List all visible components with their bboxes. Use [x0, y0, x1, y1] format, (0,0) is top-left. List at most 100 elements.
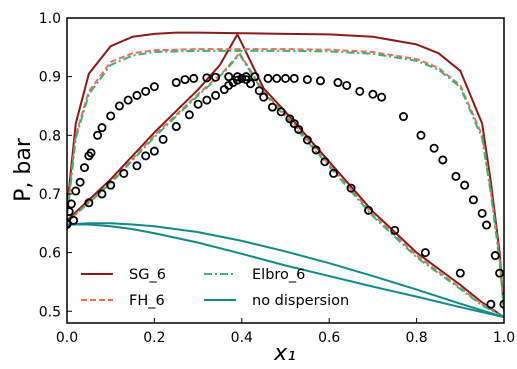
series-line-no-dispersion-0: [67, 222, 504, 319]
data-point: [420, 248, 430, 258]
data-point: [333, 78, 343, 88]
y-axis-ticks: 0.5 0.6 0.7 0.8 0.9 1.0: [39, 11, 72, 320]
data-point: [232, 72, 242, 82]
data-point: [97, 123, 107, 133]
data-point: [468, 195, 478, 205]
data-point: [482, 220, 492, 230]
data-point: [460, 180, 470, 190]
data-point: [320, 157, 330, 167]
data-point: [398, 112, 408, 122]
data-point: [237, 73, 247, 83]
data-point: [180, 75, 190, 85]
y-tick-label: 0.9: [39, 70, 61, 86]
x-tick-label: 0.6: [318, 330, 340, 346]
data-point: [289, 119, 299, 129]
x-tick-label: 0.4: [231, 330, 253, 346]
data-point: [224, 72, 234, 82]
legend-item-fh6: FH_6: [81, 293, 165, 309]
data-point: [232, 75, 242, 85]
series-line-fh-6-0: [67, 48, 504, 312]
legend-item-no-dispersion: no dispersion: [204, 293, 349, 309]
series-line-sg-6-2: [236, 33, 504, 318]
data-point: [486, 299, 496, 309]
data-point: [294, 124, 304, 134]
x-tick-label: 1.0: [493, 330, 515, 346]
data-point: [311, 145, 321, 155]
data-point: [455, 268, 465, 278]
data-point: [315, 76, 325, 86]
data-point: [289, 73, 299, 83]
data-point: [106, 180, 116, 190]
data-point: [429, 143, 439, 153]
data-point: [246, 79, 256, 89]
data-point: [119, 168, 129, 178]
data-point: [79, 163, 89, 173]
data-point: [211, 90, 221, 100]
data-point: [342, 80, 352, 90]
x-tick-label: 0.2: [143, 330, 165, 346]
data-point: [202, 73, 212, 83]
series-line-elbro-6-0: [67, 49, 504, 312]
data-point: [241, 72, 251, 82]
data-point: [490, 251, 500, 261]
data-point: [416, 130, 426, 140]
series-line-sg-6-1: [67, 33, 239, 222]
data-point: [329, 168, 339, 178]
data-point: [86, 148, 96, 158]
data-point: [451, 171, 461, 181]
data-point: [67, 199, 76, 209]
data-point: [132, 161, 142, 171]
data-point: [438, 155, 448, 165]
data-point: [228, 78, 238, 88]
legend-item-elbro6: Elbro_6: [204, 267, 305, 283]
data-point: [259, 92, 269, 102]
data-point: [171, 122, 181, 132]
data-point: [250, 72, 260, 82]
y-tick-label: 0.7: [39, 187, 61, 203]
data-point: [272, 73, 282, 83]
data-point: [189, 73, 199, 83]
experimental-points: [67, 72, 504, 309]
data-point: [93, 130, 103, 140]
data-point: [267, 102, 277, 112]
x-tick-label: 0.8: [405, 330, 427, 346]
data-point: [202, 95, 212, 105]
legend-label-sg6: SG_6: [129, 267, 166, 283]
legend-label-elbro6: Elbro_6: [252, 267, 305, 283]
data-point: [141, 151, 151, 161]
data-point: [477, 208, 487, 218]
data-point: [390, 225, 400, 235]
x-tick-label: 0.0: [56, 330, 78, 346]
data-point: [211, 72, 221, 82]
x-axis-label: x₁: [273, 341, 296, 366]
data-point: [254, 86, 264, 96]
series-line-elbro-6-2: [238, 53, 504, 319]
data-point: [377, 92, 387, 102]
data-point: [263, 73, 273, 83]
data-point: [75, 177, 85, 187]
series-line-sg-6-0: [67, 31, 504, 312]
y-tick-label: 0.5: [39, 304, 61, 320]
legend-item-sg6: SG_6: [81, 267, 166, 283]
data-point: [495, 268, 504, 278]
data-point: [158, 134, 168, 144]
data-point: [276, 107, 286, 117]
data-point: [219, 85, 229, 95]
data-point: [302, 135, 312, 145]
data-point: [141, 86, 151, 96]
data-point: [97, 189, 107, 199]
data-point: [114, 101, 124, 111]
data-point: [67, 207, 74, 217]
plot-frame: [66, 17, 505, 324]
series-line-no-dispersion-1: [67, 223, 504, 319]
data-point: [106, 111, 116, 121]
x-axis-ticks: 0.0 0.2 0.4 0.6 0.8 1.0: [56, 318, 515, 346]
legend-label-no-dispersion: no dispersion: [252, 293, 349, 309]
data-point: [171, 78, 181, 88]
y-tick-label: 0.6: [39, 246, 61, 262]
data-point: [184, 110, 194, 120]
data-point: [123, 95, 133, 105]
data-point: [132, 90, 142, 100]
data-point: [149, 82, 159, 92]
